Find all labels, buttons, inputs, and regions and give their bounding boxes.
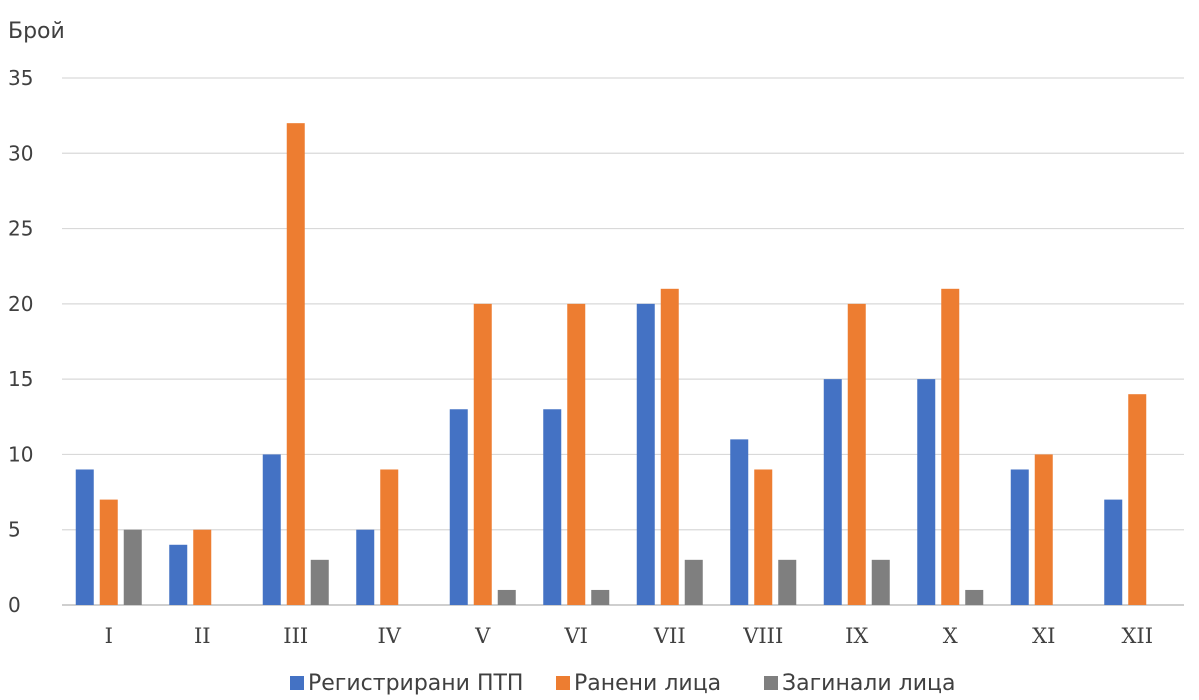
y-tick-label: 35	[8, 66, 33, 90]
bar	[778, 560, 796, 605]
y-tick-label: 0	[8, 593, 21, 617]
bar	[824, 379, 842, 605]
bar	[637, 304, 655, 605]
x-tick-label: XII	[1121, 624, 1153, 648]
legend-swatch	[290, 676, 304, 690]
y-tick-label: 5	[8, 518, 21, 542]
bar	[380, 469, 398, 605]
bar	[848, 304, 866, 605]
legend-swatch	[764, 676, 778, 690]
y-tick-labels: 0 5 10 15 20 25 30 35	[8, 66, 33, 617]
bar	[100, 500, 118, 605]
x-tick-label: X	[943, 624, 958, 648]
y-axis-label: Брой	[8, 19, 65, 44]
legend-swatch	[556, 676, 570, 690]
x-tick-label: VI	[564, 624, 588, 648]
x-tick-label: II	[194, 624, 211, 648]
bar	[1035, 454, 1053, 605]
legend-label: Загинали лица	[782, 671, 955, 696]
bar	[311, 560, 329, 605]
x-tick-label: VII	[653, 624, 686, 648]
bar	[661, 289, 679, 605]
bar	[730, 439, 748, 605]
y-tick-label: 25	[8, 217, 33, 241]
bar	[169, 545, 187, 605]
x-tick-label: I	[105, 624, 113, 648]
x-tick-label: XI	[1032, 624, 1055, 648]
legend-label: Ранени лица	[574, 671, 721, 696]
bar	[567, 304, 585, 605]
y-tick-label: 20	[8, 292, 33, 316]
bar	[76, 469, 94, 605]
x-tick-label: V	[474, 624, 491, 648]
bar	[965, 590, 983, 605]
bar	[872, 560, 890, 605]
bar	[685, 560, 703, 605]
bar	[543, 409, 561, 605]
bar	[1128, 394, 1146, 605]
y-tick-label: 15	[8, 367, 33, 391]
bar	[474, 304, 492, 605]
bar	[356, 530, 374, 605]
x-tick-label: III	[283, 624, 308, 648]
bar	[754, 469, 772, 605]
y-tick-label: 10	[8, 442, 33, 466]
bars	[76, 123, 1147, 605]
bar	[917, 379, 935, 605]
x-tick-label: IV	[378, 624, 402, 648]
bar	[1104, 500, 1122, 605]
bar	[193, 530, 211, 605]
bar	[941, 289, 959, 605]
bar	[450, 409, 468, 605]
legend-label: Регистрирани ПТП	[308, 671, 523, 696]
x-tick-labels: I II III IV V VI VII VIII IX X XI XII	[105, 624, 1153, 648]
x-tick-label: VIII	[742, 624, 783, 648]
bar	[591, 590, 609, 605]
bar	[263, 454, 281, 605]
x-tick-label: IX	[845, 624, 868, 648]
bar	[124, 530, 142, 605]
legend: Регистрирани ПТП Ранени лица Загинали лица	[290, 671, 955, 696]
y-tick-label: 30	[8, 141, 33, 165]
bar	[1011, 469, 1029, 605]
bar	[498, 590, 516, 605]
bar	[287, 123, 305, 605]
